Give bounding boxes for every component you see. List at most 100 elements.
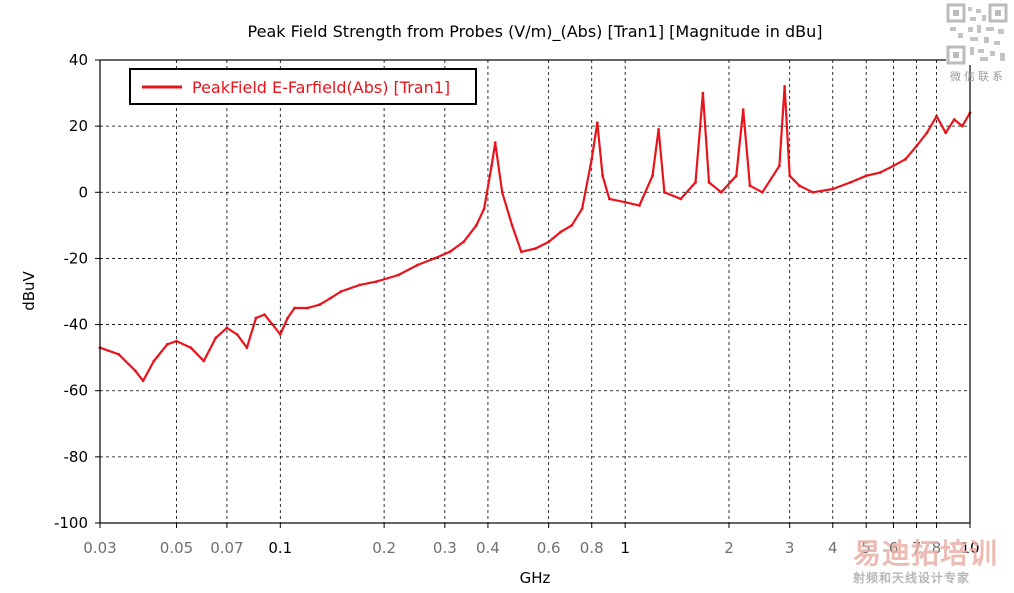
data-point (748, 184, 752, 188)
data-point (590, 157, 594, 161)
x-tick-label: 0.4 (476, 539, 500, 557)
watermark-brand: 易迪拓培训 (853, 537, 999, 570)
data-point (864, 174, 868, 178)
data-point (175, 339, 178, 343)
data-point (849, 181, 852, 184)
data-point (570, 224, 574, 227)
data-point (245, 346, 249, 350)
x-tick-label: 8 (932, 539, 942, 557)
data-point (734, 174, 738, 178)
data-point (761, 190, 764, 194)
series-line (99, 85, 971, 382)
data-point (510, 224, 514, 227)
data-point (500, 190, 504, 194)
data-point (462, 240, 465, 244)
x-tick-label: 1 (620, 539, 630, 557)
data-point (397, 273, 400, 277)
data-point (831, 187, 835, 191)
data-point (601, 174, 604, 178)
data-point (293, 306, 296, 310)
data-point (318, 303, 321, 307)
y-tick-label: -60 (64, 382, 89, 400)
data-point (741, 108, 745, 111)
data-point (595, 121, 599, 125)
data-point (788, 174, 792, 178)
data-point (657, 127, 660, 131)
data-point (719, 190, 723, 194)
data-point (925, 131, 929, 135)
data-point (679, 197, 683, 201)
data-point (935, 114, 938, 118)
x-tick-label: 4 (828, 539, 838, 557)
y-tick-label: 0 (78, 183, 88, 201)
data-point (663, 190, 666, 194)
data-point (286, 316, 289, 320)
watermark-tagline: 射频和天线设计专家 (853, 571, 971, 585)
data-point (271, 323, 274, 326)
data-point (433, 257, 436, 260)
data-point (375, 280, 378, 283)
data-point (189, 346, 193, 350)
data-point (202, 359, 206, 363)
data-point (638, 204, 641, 207)
data-point (623, 200, 627, 204)
data-point (482, 207, 486, 211)
y-axis-ticks: -100 -80 -60 -40 -20 0 20 40 (54, 51, 100, 532)
x-tick-label: 3 (785, 539, 795, 557)
data-point (152, 359, 156, 363)
y-tick-label: -20 (64, 249, 89, 267)
y-axis-label: dBuV (20, 270, 38, 310)
data-point (904, 157, 907, 161)
data-point (879, 171, 882, 174)
y-tick-label: 20 (69, 117, 88, 135)
data-point (329, 296, 333, 300)
x-tick-label: 0.1 (268, 539, 292, 557)
data-point (225, 326, 229, 330)
data-point (694, 181, 697, 184)
data-point (960, 124, 964, 128)
data-point (580, 207, 584, 211)
x-tick-label: 0.05 (160, 539, 193, 557)
x-axis-ticks: 0.03 0.05 0.07 0.1 0.2 0.3 0.4 0.6 0.8 1 2 3 4 5 6 7 8 10 (83, 523, 980, 557)
data-point (416, 263, 419, 267)
data-point (306, 306, 309, 310)
data-point (493, 141, 497, 145)
data-point (701, 91, 705, 95)
data-point (165, 343, 169, 346)
data-point (798, 184, 801, 188)
data-point (254, 316, 258, 320)
qr-code-icon (946, 3, 1008, 65)
plot-frame (99, 59, 971, 524)
data-point (235, 333, 239, 336)
data-point (559, 230, 562, 234)
data-point (339, 290, 343, 293)
data-point (952, 118, 956, 121)
data-point (474, 224, 478, 227)
data-point (117, 352, 121, 356)
x-tick-label: 0.6 (537, 539, 561, 557)
data-point (608, 197, 611, 201)
x-tick-label: 0.07 (210, 539, 243, 557)
x-tick-label: 0.8 (580, 539, 604, 557)
x-tick-label: 0.03 (83, 539, 116, 557)
data-point (278, 333, 282, 336)
data-point (141, 379, 145, 383)
y-tick-label: -100 (54, 514, 88, 532)
x-tick-label: 0.3 (433, 539, 457, 557)
data-point (263, 313, 266, 316)
legend-label: PeakField E-Farfield(Abs) [Tran1] (192, 78, 450, 97)
data-series (98, 85, 972, 383)
legend-box (129, 68, 477, 105)
x-tick-label: 7 (912, 539, 922, 557)
data-point (448, 250, 452, 254)
grid-lines (99, 59, 971, 524)
data-point (358, 283, 362, 287)
data-point (915, 144, 918, 148)
data-point (134, 369, 137, 373)
data-point (783, 85, 786, 88)
x-tick-label: 2 (724, 539, 734, 557)
legend: PeakField E-Farfield(Abs) [Tran1] (129, 68, 477, 105)
data-point (214, 336, 218, 340)
data-point (811, 190, 815, 194)
